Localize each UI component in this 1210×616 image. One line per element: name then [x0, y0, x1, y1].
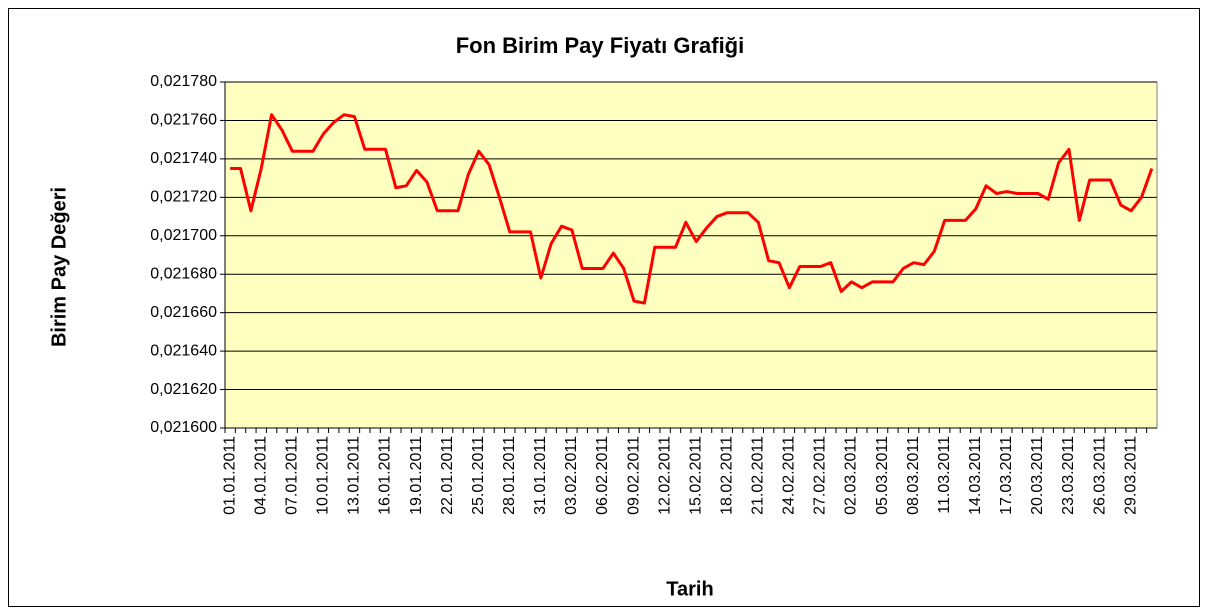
x-tick-label: 21.02.2011 [750, 436, 767, 515]
y-axis-label: Birim Pay Değeri [48, 187, 70, 347]
y-tick-label: 0,021620 [150, 381, 217, 398]
x-tick-label: 09.02.2011 [625, 436, 642, 515]
x-tick-label: 15.02.2011 [687, 436, 704, 515]
x-tick-label: 03.02.2011 [563, 436, 580, 515]
data-line [230, 113, 1154, 305]
y-tick-label: 0,021760 [150, 112, 217, 129]
x-tick-label: 08.03.2011 [905, 436, 922, 515]
y-tick-label: 0,021700 [150, 227, 217, 244]
x-tick-label: 19.01.2011 [408, 436, 425, 515]
x-tick-label: 29.03.2011 [1122, 436, 1139, 515]
x-tick-label: 20.03.2011 [1029, 436, 1046, 515]
x-tick-label: 13.01.2011 [346, 436, 363, 515]
x-tick-label: 23.03.2011 [1060, 436, 1077, 515]
x-tick-label: 12.02.2011 [656, 436, 673, 515]
plot-area [224, 81, 1158, 429]
y-tick-label: 0,021660 [150, 304, 217, 321]
x-tick-label: 05.03.2011 [874, 436, 891, 515]
x-tick-label: 25.01.2011 [470, 436, 487, 515]
x-tick-label: 24.02.2011 [781, 436, 798, 515]
x-tick-label: 28.01.2011 [501, 436, 518, 515]
x-tick-label: 02.03.2011 [843, 436, 860, 515]
x-tick-label: 04.01.2011 [252, 436, 269, 515]
x-axis-label: Tarih [666, 578, 713, 600]
x-tick-label: 11.03.2011 [936, 436, 953, 514]
x-tick-label: 18.02.2011 [718, 436, 735, 515]
x-tick-label: 10.01.2011 [315, 436, 332, 515]
y-tick-label: 0,021740 [150, 150, 217, 167]
x-tick-label: 27.02.2011 [812, 436, 829, 515]
x-tick-label: 31.01.2011 [532, 436, 549, 515]
y-tick-label: 0,021780 [150, 73, 217, 90]
x-tick-label: 01.01.2011 [221, 436, 238, 515]
x-tick-label: 14.03.2011 [967, 436, 984, 515]
x-tick-label: 17.03.2011 [998, 436, 1015, 515]
x-tick-label: 16.01.2011 [377, 436, 394, 515]
y-tick-label: 0,021600 [150, 419, 217, 436]
chart-title: Fon Birim Pay Fiyatı Grafiği [456, 33, 745, 58]
y-tick-label: 0,021640 [150, 342, 217, 359]
y-tick-label: 0,021720 [150, 189, 217, 206]
x-tick-label: 06.02.2011 [594, 436, 611, 515]
x-tick-label: 22.01.2011 [439, 436, 456, 515]
y-tick-label: 0,021680 [150, 265, 217, 282]
x-tick-label: 07.01.2011 [284, 436, 301, 515]
x-tick-label: 26.03.2011 [1091, 436, 1108, 515]
